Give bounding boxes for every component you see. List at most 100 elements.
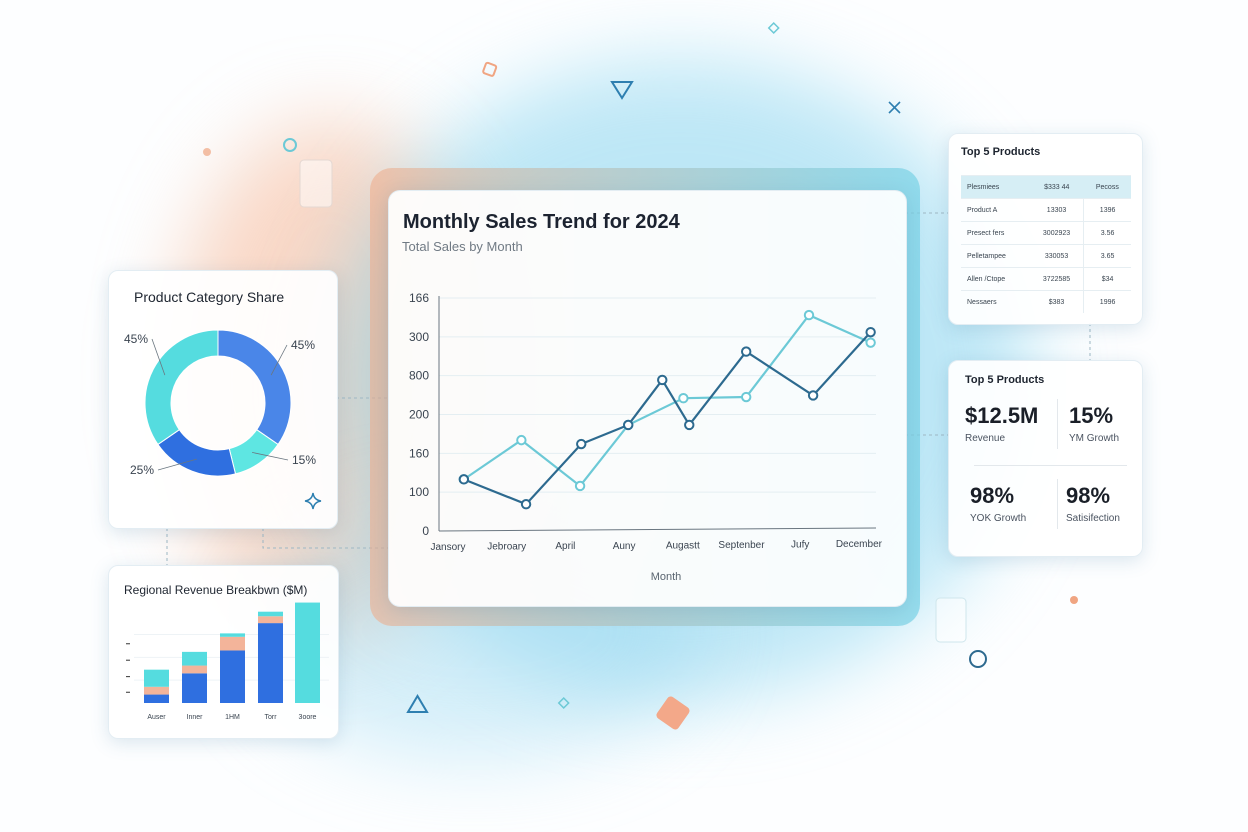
- donut-title: Product Category Share: [134, 289, 285, 305]
- x-tick-label: 1HM: [225, 714, 240, 721]
- column-header[interactable]: Pecoss: [1083, 175, 1131, 199]
- square-icon: [656, 696, 690, 730]
- y-tick-label: 160: [409, 446, 429, 460]
- data-point: [657, 374, 668, 386]
- chart-subtitle: Total Sales by Month: [402, 239, 523, 254]
- dot-icon: [1070, 596, 1078, 604]
- chart-title: Monthly Sales Trend for 2024: [403, 211, 680, 233]
- line-chart-card: Monthly Sales Trend for 2024 Total Sales…: [388, 190, 907, 607]
- table-cell: Nessaers: [961, 290, 1030, 313]
- data-point: [803, 309, 815, 321]
- table-cell: 3.65: [1083, 244, 1131, 268]
- data-point: [678, 392, 689, 404]
- top-products-table: Plesmiees $333 44 Pecoss Product A 13303 1…: [961, 175, 1131, 313]
- kpi-revenue: $12.5M Revenue: [965, 403, 1038, 444]
- x-tick-label: Augastt: [666, 540, 700, 551]
- label-leader-line: [270, 344, 288, 376]
- x-axis: [438, 527, 877, 532]
- table-cell: Pelletampee: [961, 244, 1030, 268]
- column-header[interactable]: $333 44: [1029, 175, 1084, 199]
- slice-label: 45%: [124, 332, 148, 346]
- top-products-table-card: Top 5 Products Plesmiees $333 44 Pecoss …: [948, 133, 1143, 325]
- table-row[interactable]: Allen /Ctope 3722585 $34: [961, 267, 1131, 291]
- series-line: [463, 313, 872, 488]
- table-row[interactable]: Product A 13303 1396: [961, 198, 1131, 222]
- regional-revenue-card: Regional Revenue Breakbwn ($M) Auser Inne…: [108, 565, 339, 739]
- y-tick-label: 800: [409, 369, 429, 383]
- x-icon: [888, 101, 901, 114]
- data-point: [458, 474, 470, 485]
- kpi-divider: [1057, 399, 1058, 449]
- table-cell: 3.56: [1083, 221, 1131, 245]
- table-header-row: Plesmiees $333 44 Pecoss: [961, 175, 1131, 199]
- column-header[interactable]: Plesmiees: [961, 175, 1030, 199]
- bar-segment: [144, 686, 169, 695]
- data-point: [807, 390, 819, 401]
- slice-label: 45%: [291, 338, 315, 352]
- x-tick-label: Septenber: [718, 540, 765, 551]
- data-point: [740, 346, 752, 357]
- table-cell: 13303: [1029, 198, 1084, 222]
- table-cell: Product A: [961, 198, 1030, 222]
- bar-segment: [144, 694, 169, 703]
- x-tick-label: Torr: [264, 714, 277, 721]
- kpi-label: YM Growth: [1069, 433, 1120, 444]
- table-cell: Allen /Ctope: [961, 267, 1030, 291]
- bar-segment: [258, 616, 283, 624]
- bar-segment: [220, 650, 245, 703]
- sparkle-icon[interactable]: [304, 492, 322, 510]
- data-point: [865, 337, 876, 348]
- bar-segment: [220, 636, 245, 651]
- x-tick-label: April: [555, 541, 575, 552]
- table-cell: 1396: [1083, 198, 1131, 222]
- x-tick-label: Jansory: [430, 542, 465, 553]
- y-tick-label: 166: [409, 291, 429, 305]
- y-tick-label: 0: [422, 524, 429, 538]
- category-share-card: Product Category Share 45% 15% 25% 45%: [108, 270, 338, 529]
- y-tick-label: 200: [409, 408, 429, 422]
- bar-segment: [220, 633, 245, 637]
- card-outline-icon: [299, 159, 333, 208]
- bar-segment: [295, 602, 320, 703]
- kpi-satisfaction: 98% Satisifection: [1066, 483, 1120, 524]
- bar-segment: [258, 623, 283, 703]
- bar-segment: [182, 651, 207, 666]
- kpi-value: 98%: [1066, 483, 1111, 508]
- label-leader-line: [151, 338, 166, 376]
- x-tick-label: Auny: [613, 541, 636, 552]
- kpi-label: YOK Growth: [970, 513, 1027, 524]
- x-tick-label: Jufy: [791, 540, 809, 551]
- data-point: [520, 499, 532, 510]
- kpi-title: Top 5 Products: [965, 374, 1045, 386]
- circle-icon: [283, 138, 297, 152]
- kpi-label: Satisifection: [1066, 513, 1120, 524]
- x-tick-label: Auser: [147, 714, 166, 721]
- table-cell: $34: [1083, 267, 1131, 291]
- bar-segment: [182, 673, 207, 703]
- circle-icon: [969, 650, 987, 668]
- data-point: [516, 434, 527, 446]
- kpi-value: 98%: [970, 483, 1015, 508]
- table-cell: Presect fers: [961, 221, 1030, 245]
- table-cell: $383: [1029, 290, 1084, 313]
- data-point: [623, 419, 634, 431]
- diamond-icon: [767, 21, 780, 35]
- table-row[interactable]: Nessaers $383 1996: [961, 290, 1131, 313]
- table-row[interactable]: Pelletampee 330053 3.65: [961, 244, 1131, 268]
- donut-chart: 45% 15% 25% 45%: [124, 329, 316, 477]
- x-tick-label: December: [836, 539, 883, 550]
- kpi-value: 15%: [1069, 403, 1114, 428]
- slice-label: 15%: [292, 453, 316, 467]
- table-title: Top 5 Products: [961, 146, 1041, 158]
- table-row[interactable]: Presect fers 3002923 3.56: [961, 221, 1131, 245]
- kpi-divider: [1057, 479, 1058, 529]
- kpi-yok-growth: 98% YOK Growth: [970, 483, 1026, 524]
- card-outline-icon: [935, 597, 967, 643]
- x-axis-label: Month: [651, 571, 682, 583]
- kpi-label: Revenue: [965, 433, 1006, 444]
- label-leader-line: [252, 451, 289, 461]
- x-tick-label: Jebroary: [487, 542, 526, 553]
- slice-label: 25%: [130, 463, 154, 477]
- square-icon: [482, 61, 498, 77]
- donut-slice: [144, 329, 219, 446]
